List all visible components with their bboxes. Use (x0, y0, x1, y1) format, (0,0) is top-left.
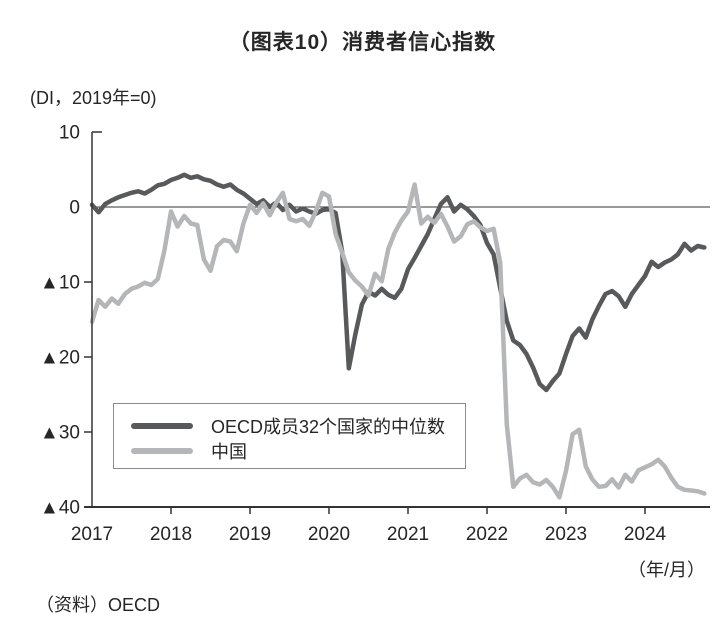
y-tick-label: 10 (59, 123, 80, 144)
x-tick-label: 2017 (71, 524, 113, 545)
x-axis-unit-label: （年/月） (627, 560, 705, 580)
x-tick-label: 2021 (387, 524, 429, 545)
legend: OECD成员32个国家的中位数 中国 (113, 403, 466, 469)
x-tick-label: 2018 (150, 524, 192, 545)
chart-title: （图表10）消费者信心指数 (228, 31, 497, 54)
legend-label-china: 中国 (211, 441, 247, 462)
y-tick-label: ▲10 (40, 273, 80, 294)
y-axis-unit-label: (DI，2019年=0) (30, 88, 157, 108)
x-tick-label: 2024 (624, 524, 667, 545)
china-series-line (89, 182, 707, 500)
y-tick-label: ▲20 (40, 348, 80, 369)
legend-item-oecd: OECD成员32个国家的中位数 (131, 413, 465, 438)
x-tick-label: 2019 (229, 524, 271, 545)
x-tick-label: 2023 (545, 524, 587, 545)
legend-item-china: 中国 (131, 438, 465, 463)
legend-line-oecd (131, 422, 193, 429)
x-tick-label: 2020 (308, 524, 350, 545)
oecd-series-line (89, 172, 707, 393)
legend-label-oecd: OECD成员32个国家的中位数 (211, 416, 446, 437)
y-tick-label: ▲30 (40, 423, 80, 444)
legend-line-china (131, 447, 193, 454)
y-tick-label: 0 (69, 198, 80, 219)
source-note: （资料）OECD (36, 595, 161, 615)
y-tick-label: ▲40 (40, 498, 80, 519)
x-tick-label: 2022 (466, 524, 508, 545)
